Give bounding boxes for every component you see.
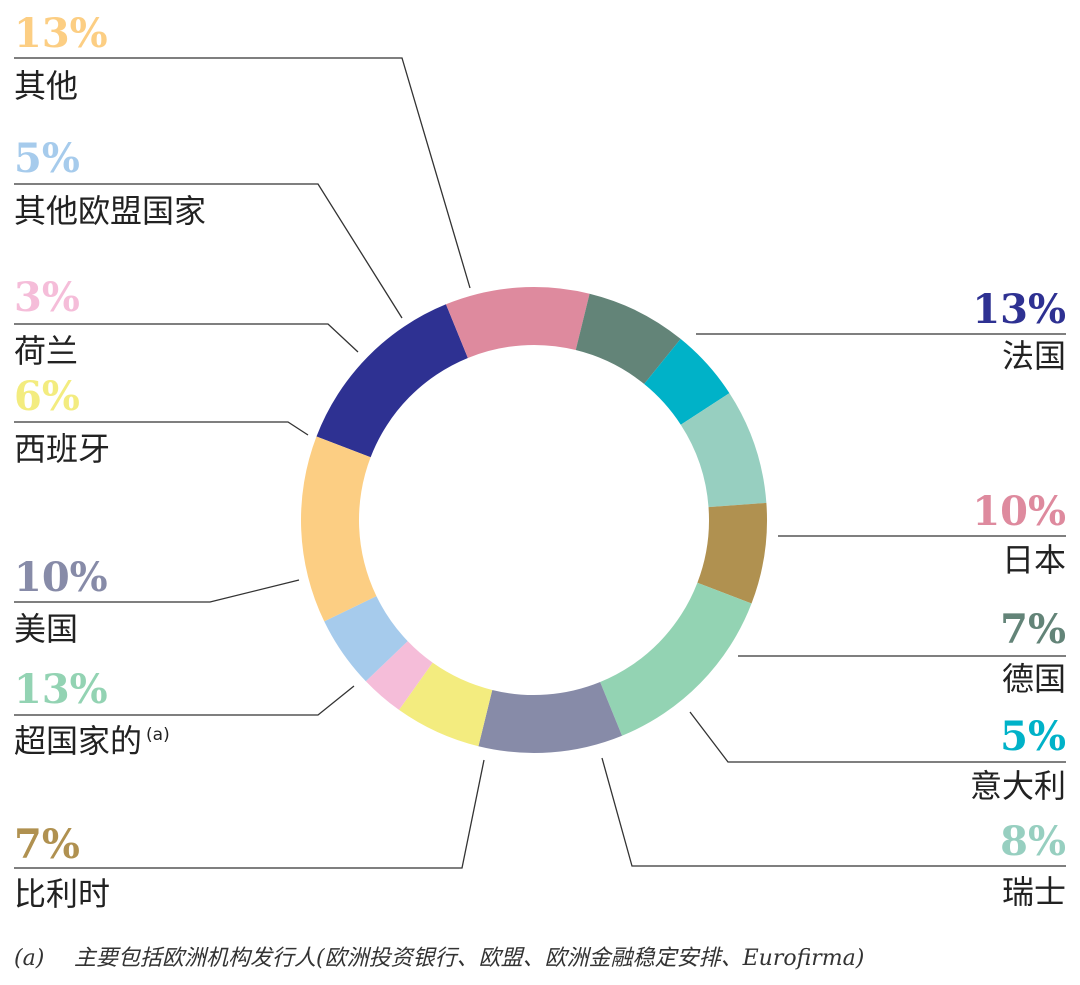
category-label: 美国 [14, 610, 78, 648]
leader-line [14, 579, 300, 603]
category-label: 日本 [1002, 541, 1066, 579]
slice-callout: 10% 日本 [778, 488, 1066, 579]
data-label: 10% [14, 554, 108, 601]
data-label: 13% [14, 666, 108, 713]
slice-callout: 13% 超国家的 (a) [14, 666, 355, 760]
slice-callout: 13% 其他 [14, 10, 471, 289]
leader-line [601, 757, 1066, 867]
category-label: 其他欧盟国家 [14, 192, 206, 230]
data-label: 10% [972, 488, 1066, 535]
donut-slice [445, 286, 590, 358]
data-label: 5% [1000, 713, 1066, 760]
footnote-ref: (a) [146, 725, 170, 745]
data-label: 5% [14, 135, 80, 182]
category-label: 意大利 [970, 767, 1066, 805]
category-label: 法国 [1002, 337, 1066, 375]
slice-callout: 10% 美国 [14, 554, 300, 648]
footnote-mark: (a) [14, 946, 45, 971]
data-label: 7% [14, 821, 80, 868]
category-label: 其他 [14, 67, 78, 105]
footnote-text: 主要包括欧洲机构发行人(欧洲投资银行、欧盟、欧洲金融稳定安排、Eurofirma… [74, 946, 865, 971]
donut-slice [575, 293, 681, 384]
donut-slice [644, 338, 730, 425]
data-label: 8% [1000, 818, 1066, 865]
category-label: 超国家的 (a) [14, 722, 170, 760]
donut-slice [600, 582, 752, 736]
donut-slice [399, 662, 493, 747]
donut-slice [324, 596, 408, 682]
data-label: 6% [14, 373, 80, 420]
donut-slice [301, 436, 377, 622]
leader-line [14, 323, 359, 353]
data-label: 7% [1000, 606, 1066, 653]
slice-callout: 13% 法国 [696, 286, 1066, 375]
donut-slice [316, 304, 468, 458]
category-label: 荷兰 [14, 332, 78, 370]
donut-slice [697, 502, 767, 604]
leader-line [14, 421, 309, 436]
category-label: 瑞士 [1002, 873, 1066, 911]
leader-line [14, 57, 471, 289]
leader-line [14, 685, 355, 716]
footnote: (a) 主要包括欧洲机构发行人(欧洲投资银行、欧盟、欧洲金融稳定安排、Eurofi… [14, 940, 864, 972]
donut-slice [365, 641, 433, 710]
donut-slice [478, 682, 623, 754]
leader-line [14, 759, 485, 869]
slice-callout: 3% 荷兰 [14, 274, 359, 370]
leader-line [14, 183, 403, 319]
slice-callout: 6% 西班牙 [14, 373, 309, 468]
slice-callout: 5% 意大利 [689, 711, 1066, 805]
data-label: 3% [14, 274, 80, 321]
slice-callout: 7% 德国 [738, 606, 1066, 698]
data-label: 13% [972, 286, 1066, 333]
category-label: 德国 [1002, 660, 1066, 698]
category-label: 比利时 [14, 875, 110, 913]
slice-callout: 5% 其他欧盟国家 [14, 135, 403, 319]
slice-callout: 7% 比利时 [14, 759, 485, 913]
slice-callout: 8% 瑞士 [601, 757, 1066, 911]
data-label: 13% [14, 10, 108, 57]
leader-line [689, 711, 1066, 763]
donut-slice [680, 393, 767, 508]
donut-ring [301, 286, 767, 754]
category-label: 西班牙 [14, 430, 110, 468]
